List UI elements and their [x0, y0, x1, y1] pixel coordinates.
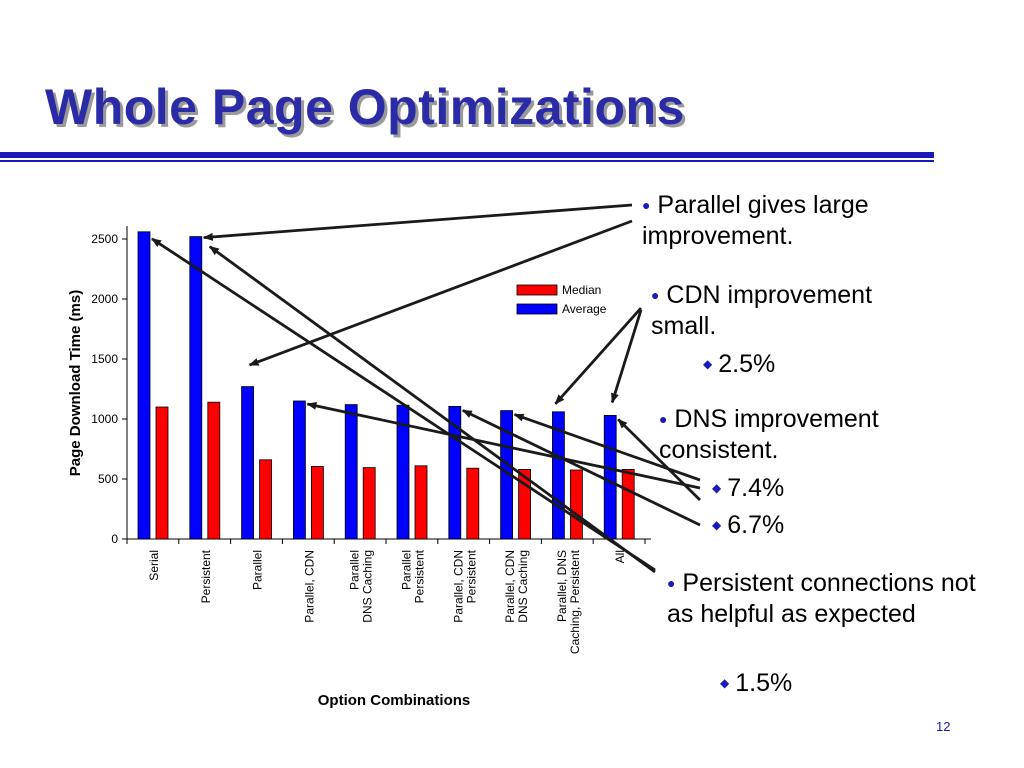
- y-tick-label: 0: [111, 532, 118, 546]
- x-tick-label: Persistent: [199, 549, 213, 603]
- y-tick-label: 1000: [91, 412, 118, 426]
- x-tick-label-line: Serial: [147, 550, 161, 581]
- y-tick-label: 1500: [91, 352, 118, 366]
- annotation-arrows: [151, 203, 701, 574]
- x-tick-label-line: Caching, Persistent: [568, 549, 582, 654]
- x-tick-label-line: Persistent: [413, 549, 427, 603]
- note-cdn-sub: ◆ 2.5%: [703, 350, 775, 379]
- note-persistent: ● Persistent connections not as helpful …: [667, 568, 987, 630]
- legend-label: Average: [562, 302, 607, 316]
- bar-average: [603, 414, 617, 540]
- bullet-dot-icon: ●: [667, 575, 676, 591]
- note-dns-text: DNS improvement consistent.: [659, 405, 879, 464]
- x-tick-label-line: Parallel, CDN: [503, 550, 517, 623]
- bar-average: [292, 400, 306, 540]
- annotation-arrow: [248, 219, 633, 367]
- diamond-bullet-icon: ◆: [712, 481, 722, 495]
- note-dns-sub-2: ◆ 6.7%: [712, 511, 784, 540]
- x-tick-label-line: Persistent: [199, 549, 213, 603]
- chart-bars: Serial Persistent Parallel Parallel, CDN Par…: [137, 231, 635, 654]
- note-dns-value-2: 6.7%: [727, 511, 785, 539]
- x-tick-label: ParallelDNS Caching: [348, 550, 375, 623]
- bar-median: [466, 467, 480, 540]
- diamond-bullet-icon: ◆: [703, 357, 713, 371]
- x-tick-label-line: All: [613, 550, 627, 563]
- x-tick-label: ParallelPersistent: [400, 549, 427, 603]
- annotation-arrow: [554, 307, 643, 405]
- annotation-arrow: [208, 245, 656, 574]
- bar-average: [241, 386, 255, 540]
- x-tick-label-line: Parallel, CDN: [451, 550, 465, 623]
- page-number: 12: [936, 719, 951, 734]
- y-axis-label: Page Download Time (ms): [67, 290, 84, 476]
- note-cdn-text: CDN improvement small.: [651, 281, 873, 340]
- annotation-arrow: [610, 309, 643, 404]
- x-tick-label: All: [613, 550, 627, 563]
- bar-median: [621, 468, 635, 540]
- x-tick-label: Parallel, DNSCaching, Persistent: [555, 549, 582, 654]
- x-tick-label-line: Parallel: [251, 550, 265, 590]
- bar-average: [344, 404, 358, 540]
- note-persistent-text: Persistent connections not as helpful as…: [667, 569, 976, 628]
- y-tick-label: 500: [98, 472, 118, 486]
- note-cdn: ● CDN improvement small.: [651, 280, 941, 342]
- x-tick-label-line: Parallel, DNS: [555, 550, 569, 622]
- x-tick-label: Parallel, CDNDNS Caching: [503, 550, 530, 623]
- bullet-dot-icon: ●: [642, 197, 651, 213]
- legend-swatch: [516, 284, 558, 296]
- slide-title: Whole Page Optimizations: [45, 79, 685, 135]
- x-tick-label: Parallel, CDN: [302, 550, 316, 623]
- bar-median: [155, 406, 169, 540]
- x-tick-label-line: Persistent: [464, 549, 478, 603]
- note-parallel: ● Parallel gives large improvement.: [642, 190, 942, 252]
- diamond-bullet-icon: ◆: [720, 676, 730, 690]
- bar-average: [137, 231, 151, 540]
- note-dns: ● DNS improvement consistent.: [659, 404, 949, 466]
- bar-median: [570, 469, 583, 540]
- bar-median: [362, 467, 376, 540]
- bar-median: [310, 465, 324, 540]
- x-tick-label-line: Parallel: [400, 550, 414, 590]
- note-dns-value-1: 7.4%: [727, 474, 785, 502]
- x-tick-label: Parallel, CDNPersistent: [451, 549, 478, 622]
- x-tick-label-line: DNS Caching: [361, 550, 375, 623]
- diamond-bullet-icon: ◆: [712, 518, 722, 532]
- note-cdn-value: 2.5%: [718, 350, 776, 378]
- x-tick-label-line: DNS Caching: [516, 550, 530, 623]
- note-parallel-text: Parallel gives large improvement.: [642, 191, 869, 250]
- note-dns-sub-1: ◆ 7.4%: [712, 474, 784, 503]
- legend-label: Median: [562, 283, 601, 297]
- note-persistent-value: 1.5%: [735, 669, 793, 697]
- x-tick-label: Serial: [147, 550, 161, 581]
- annotation-arrow: [202, 203, 633, 241]
- legend-swatch: [516, 303, 558, 315]
- title-underline: [0, 152, 934, 158]
- y-tick-label: 2000: [91, 292, 118, 306]
- bar-average: [189, 236, 203, 540]
- bullet-dot-icon: ●: [659, 411, 668, 427]
- x-axis-label: Option Combinations: [318, 692, 470, 709]
- annotation-arrow: [306, 401, 701, 490]
- x-tick-label: Parallel: [251, 550, 265, 590]
- note-persistent-sub: ◆ 1.5%: [720, 669, 792, 698]
- x-tick-label-line: Parallel, CDN: [302, 550, 316, 623]
- title-underline-thin: [0, 160, 934, 162]
- x-tick-label-line: Parallel: [348, 550, 362, 590]
- annotation-arrow: [617, 418, 701, 501]
- bar-median: [259, 459, 273, 540]
- bar-median: [207, 401, 221, 540]
- chart-legend: Median Average: [516, 283, 607, 316]
- bar-median: [414, 465, 428, 540]
- annotation-arrow: [151, 237, 656, 572]
- annotation-arrow: [461, 409, 701, 527]
- bullet-dot-icon: ●: [651, 287, 660, 303]
- y-tick-label: 2500: [91, 232, 118, 246]
